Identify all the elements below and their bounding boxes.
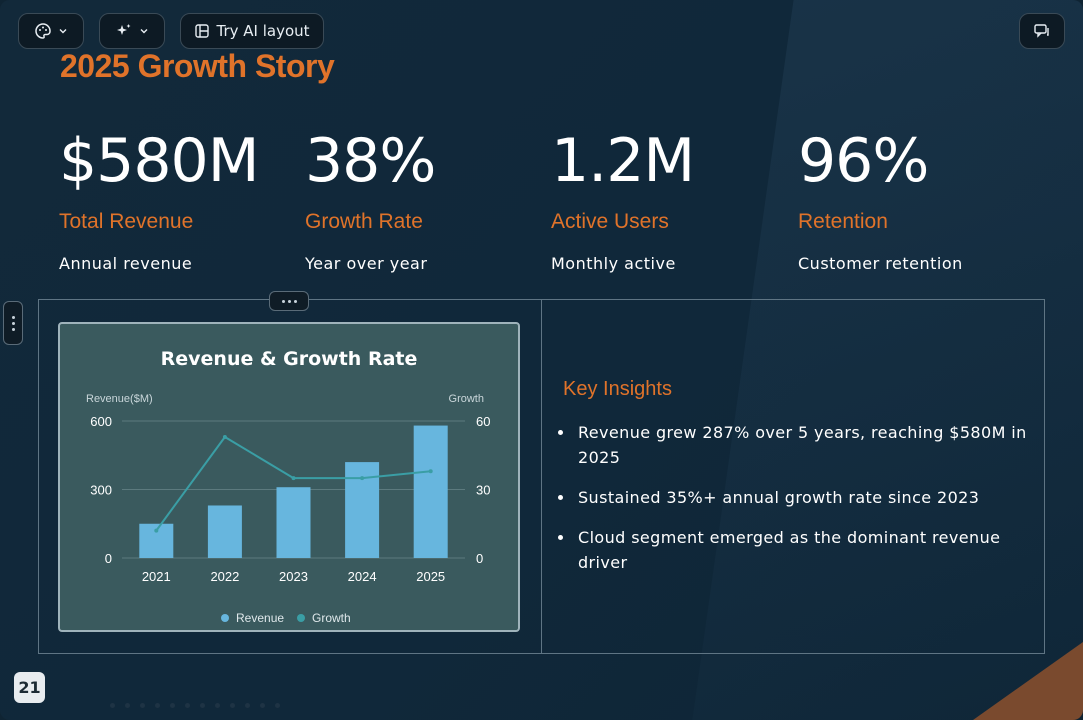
page-number-badge[interactable]: 21	[14, 672, 45, 703]
y2-tick-label: 30	[476, 483, 490, 498]
side-drag-handle[interactable]	[3, 301, 23, 345]
stat-value: 38%	[305, 126, 436, 196]
stat-label: Growth Rate	[305, 210, 423, 233]
stat-description: Year over year	[305, 254, 428, 273]
stat-value: 96%	[798, 126, 929, 196]
palette-icon	[34, 22, 52, 40]
insights-title[interactable]: Key Insights	[563, 378, 672, 400]
revenue-growth-chart: Revenue & Growth Rate Revenue($M) Growth 0 0…	[86, 348, 490, 625]
stat-block-growth[interactable]: 38% Growth Rate Year over year	[305, 128, 545, 273]
point-growth	[222, 434, 227, 439]
point-growth	[360, 476, 365, 481]
point-growth	[154, 528, 159, 533]
y2-tick-label: 60	[476, 414, 490, 429]
stat-label: Active Users	[551, 210, 669, 233]
y-tick-label: 300	[90, 483, 112, 498]
x-tick-label: 2023	[279, 569, 308, 584]
try-ai-layout-button[interactable]: Try AI layout	[180, 13, 324, 49]
stat-description: Monthly active	[551, 254, 676, 273]
y-tick-label: 600	[90, 414, 112, 429]
y-tick-label: 0	[105, 551, 112, 566]
comments-button[interactable]	[1019, 13, 1065, 49]
point-growth	[291, 476, 296, 481]
legend-marker-growth	[297, 614, 305, 622]
layout-icon	[194, 23, 210, 39]
stat-value: $580M	[59, 126, 259, 196]
stat-block-revenue[interactable]: $580M Total Revenue Annual revenue	[59, 128, 299, 273]
x-tick-label: 2025	[416, 569, 445, 584]
stat-block-users[interactable]: 1.2M Active Users Monthly active	[551, 128, 791, 273]
sparkle-icon	[115, 22, 133, 40]
insights-list[interactable]: Revenue grew 287% over 5 years, reaching…	[558, 420, 1028, 590]
insight-item: Sustained 35%+ annual growth rate since …	[558, 485, 1028, 510]
x-tick-label: 2022	[210, 569, 239, 584]
insight-item: Cloud segment emerged as the dominant re…	[558, 525, 1028, 575]
chart-card[interactable]: Revenue & Growth Rate Revenue($M) Growth 0 0…	[58, 322, 520, 632]
chevron-down-icon	[58, 26, 68, 36]
chevron-down-icon	[139, 26, 149, 36]
insight-item: Revenue grew 287% over 5 years, reaching…	[558, 420, 1028, 470]
y2-tick-label: 0	[476, 551, 483, 566]
chart-title: Revenue & Growth Rate	[161, 348, 418, 370]
stat-value: 1.2M	[551, 126, 695, 196]
theme-button[interactable]	[18, 13, 84, 49]
x-tick-label: 2024	[348, 569, 377, 584]
ai-menu-button[interactable]	[99, 13, 165, 49]
comment-icon	[1033, 22, 1051, 40]
legend-label-revenue: Revenue	[236, 611, 284, 625]
legend-marker-revenue	[221, 614, 229, 622]
y-axis-label: Revenue($M)	[86, 393, 153, 405]
slide-title[interactable]: 2025 Growth Story	[60, 48, 335, 84]
legend-label-growth: Growth	[312, 611, 351, 625]
block-drag-handle[interactable]	[269, 291, 309, 311]
try-ai-layout-label: Try AI layout	[216, 22, 310, 40]
stat-block-retention[interactable]: 96% Retention Customer retention	[798, 128, 1038, 273]
stat-label: Total Revenue	[59, 210, 194, 233]
bar-revenue	[207, 505, 242, 558]
bar-revenue	[413, 425, 448, 558]
stat-label: Retention	[798, 210, 888, 233]
y2-axis-label: Growth	[449, 393, 484, 405]
column-divider	[541, 300, 542, 654]
stat-description: Annual revenue	[59, 254, 193, 273]
bar-revenue	[276, 487, 311, 558]
slide-progress-dots	[110, 703, 280, 708]
stat-description: Customer retention	[798, 254, 963, 273]
corner-accent	[973, 642, 1083, 720]
x-tick-label: 2021	[142, 569, 171, 584]
point-growth	[428, 469, 433, 474]
